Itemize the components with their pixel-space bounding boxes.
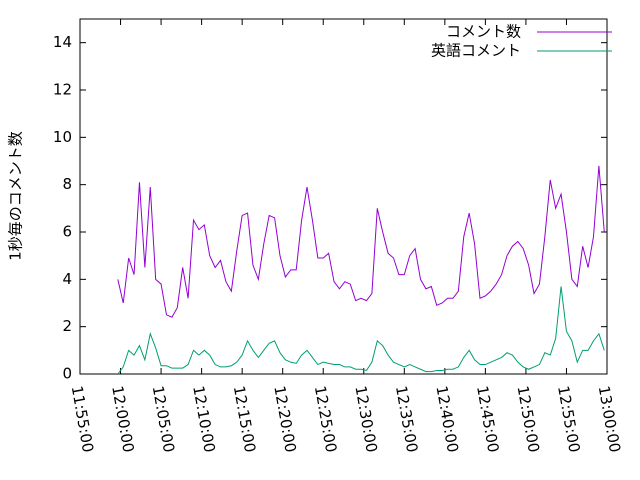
- x-tick-label: 12:45:00: [473, 384, 502, 453]
- x-tick-label: 12:35:00: [392, 384, 421, 453]
- y-tick-label: 8: [62, 175, 72, 193]
- x-tick-label: 12:40:00: [432, 384, 461, 453]
- y-tick-label: 12: [53, 81, 72, 99]
- y-tick-label: 6: [62, 223, 72, 241]
- x-tick-label: 12:30:00: [351, 384, 380, 453]
- y-tick-label: 14: [53, 33, 72, 51]
- x-tick-label: 12:20:00: [270, 384, 299, 453]
- x-tick-label: 12:05:00: [149, 384, 178, 453]
- legend-label: コメント数: [446, 23, 521, 41]
- x-tick-label: 12:10:00: [189, 384, 218, 453]
- y-tick-label: 4: [62, 270, 72, 288]
- y-axis-label: 1秒毎のコメント数: [7, 131, 25, 261]
- x-tick-label: 12:00:00: [108, 384, 137, 453]
- x-tick-label: 13:00:00: [595, 384, 624, 453]
- y-tick-label: 10: [53, 128, 72, 146]
- series-line: [117, 165, 605, 318]
- legend-label: 英語コメント: [431, 42, 521, 60]
- x-tick-label: 12:55:00: [554, 384, 583, 453]
- plot-border: [79, 18, 608, 375]
- x-tick-label: 11:55:00: [68, 384, 97, 453]
- x-tick-label: 12:15:00: [230, 384, 259, 453]
- x-tick-label: 12:25:00: [311, 384, 340, 453]
- x-tick-label: 12:50:00: [514, 384, 543, 453]
- y-tick-label: 2: [62, 317, 72, 335]
- y-tick-label: 0: [62, 365, 72, 383]
- series-line: [117, 286, 605, 375]
